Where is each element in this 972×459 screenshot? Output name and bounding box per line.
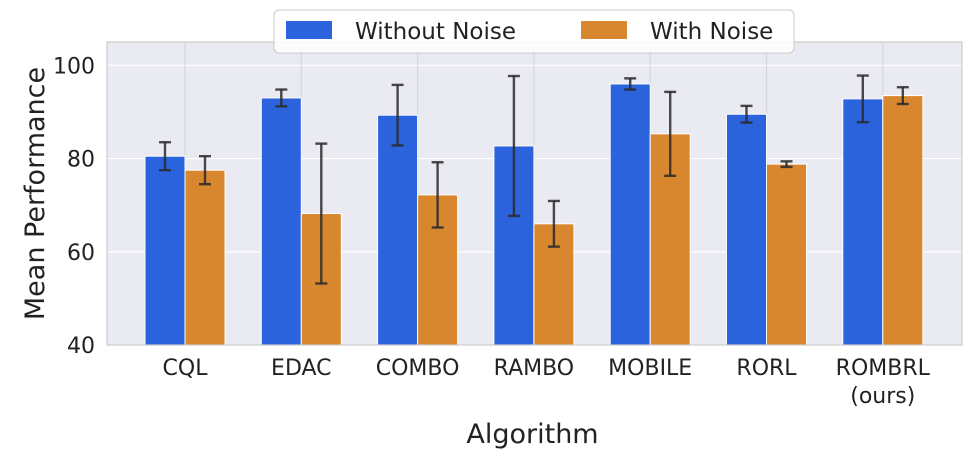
bar — [882, 95, 924, 346]
bar — [842, 98, 884, 346]
legend-label: Without Noise — [355, 19, 516, 45]
legend-swatch — [286, 21, 332, 39]
x-tick-label: COMBO — [376, 356, 460, 381]
y-tick-label: 40 — [67, 334, 95, 359]
bar — [726, 113, 767, 346]
bar — [184, 169, 226, 346]
x-tick-label: MOBILE — [608, 356, 692, 381]
error-bars — [159, 74, 909, 285]
legend-box — [273, 9, 795, 54]
bar — [377, 114, 419, 346]
bar — [260, 97, 302, 346]
bar — [144, 155, 186, 346]
x-tick-label: RORL — [736, 356, 797, 381]
y-tick-label: 60 — [67, 241, 95, 266]
y-tick-label: 80 — [67, 148, 95, 173]
y-axis-label: Mean Performance — [20, 67, 51, 320]
x-axis-label: Algorithm — [466, 419, 598, 450]
legend-swatch — [581, 21, 627, 39]
y-tick-labels: 40 60 80 100 — [53, 54, 95, 359]
bar — [766, 163, 807, 346]
x-tick-label: CQL — [163, 356, 209, 381]
y-tick-label: 100 — [53, 54, 95, 79]
bar — [609, 83, 651, 346]
x-tick-label: ROMBRL (ours) — [836, 356, 931, 409]
x-tick-label: EDAC — [271, 356, 331, 381]
legend: Without Noise With Noise — [273, 9, 795, 54]
x-tick-labels: CQL EDAC COMBO RAMBO MOBILE RORL ROMBRL (ours) — [163, 356, 931, 409]
x-tick-label: RAMBO — [494, 356, 574, 381]
bars — [144, 83, 924, 346]
legend-label: With Noise — [650, 19, 773, 45]
